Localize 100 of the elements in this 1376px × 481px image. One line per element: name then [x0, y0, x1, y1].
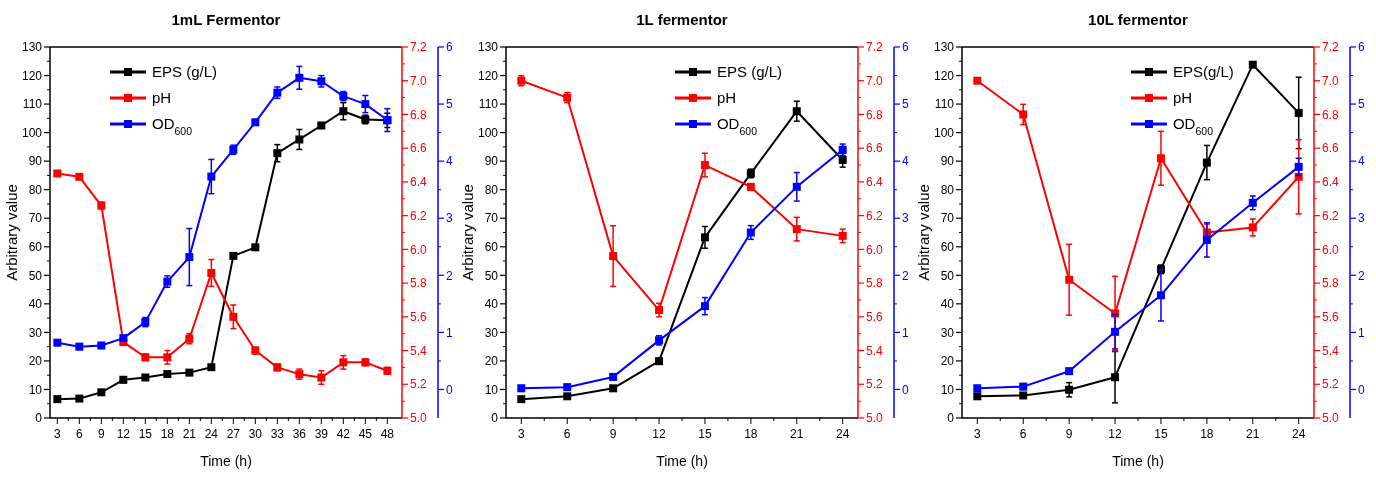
y3-tick-label: 4 [1358, 154, 1365, 169]
y2-tick-label: 5.6 [410, 310, 428, 325]
y2-tick-label: 5.8 [1322, 276, 1340, 291]
point [1202, 158, 1211, 167]
y2-tick-label: 5.0 [410, 411, 428, 426]
x-tick-label: 48 [380, 427, 395, 441]
y3-tick-label: 5 [1358, 97, 1365, 112]
point [1294, 162, 1303, 171]
point [563, 383, 572, 392]
point [746, 228, 755, 237]
y2-tick-label: 6.6 [410, 141, 428, 156]
point [185, 253, 194, 262]
y2-tick-label: 6.8 [410, 107, 428, 122]
y3-tick-label: 1 [446, 325, 453, 340]
y3-tick-label: 3 [446, 211, 453, 226]
y2-tick-label: 6.6 [1322, 141, 1340, 156]
point [792, 225, 801, 234]
y-tick-label: 130 [933, 40, 955, 55]
y3-tick-label: 4 [446, 154, 453, 169]
x-tick-label: 33 [270, 427, 285, 441]
legend-label: pH [152, 89, 172, 107]
point [1248, 60, 1257, 69]
x-tick-label: 24 [204, 427, 219, 441]
y2-tick-label: 5.4 [1322, 343, 1340, 358]
y-tick-label: 0 [947, 411, 955, 426]
point [229, 312, 238, 321]
y-tick-label: 120 [477, 68, 499, 83]
point [1202, 235, 1211, 244]
chart-title: 1mL Fermentor [171, 11, 281, 28]
y2-tick-label: 6.0 [410, 242, 428, 257]
y-tick-label: 90 [940, 154, 955, 169]
legend-label: OD$_{600}$ [716, 115, 758, 138]
point [1019, 391, 1028, 400]
y2-tick-label: 5.0 [1322, 411, 1340, 426]
y3-tick-label: 3 [1358, 211, 1365, 226]
point [1294, 108, 1303, 117]
x-tick-label: 3 [517, 427, 525, 441]
y-tick-label: 30 [484, 325, 499, 340]
y2-tick-label: 5.4 [866, 343, 884, 358]
y-tick-label: 130 [477, 40, 499, 55]
y-tick-label: 60 [484, 239, 499, 254]
legend-label: pH [716, 89, 737, 107]
point [339, 107, 348, 116]
y2-tick-label: 6.4 [866, 175, 884, 190]
y-tick-label: 90 [484, 154, 499, 169]
legend-label: OD$_{600}$ [152, 115, 193, 138]
y2-tick-label: 5.2 [410, 377, 428, 392]
y-tick-label: 30 [28, 325, 43, 340]
y-tick-label: 80 [28, 182, 43, 197]
y2-tick-label: 7.2 [1322, 40, 1340, 55]
y-tick-label: 100 [21, 125, 43, 140]
y-tick-label: 60 [940, 239, 955, 254]
x-tick-label: 42 [336, 427, 351, 441]
y2-tick-label: 7.2 [866, 40, 884, 55]
y-tick-label: 10 [940, 382, 955, 397]
y-tick-label: 100 [477, 125, 499, 140]
y-axis-title: Arbitrary value [915, 184, 932, 281]
x-tick-label: 27 [226, 427, 241, 441]
y2-tick-label: 5.6 [866, 310, 884, 325]
point [339, 358, 348, 367]
y-tick-label: 100 [933, 125, 955, 140]
chart-title: 10L fermentor [1088, 11, 1189, 28]
y-tick-label: 20 [940, 354, 955, 369]
y2-tick-label: 7.0 [410, 73, 428, 88]
y-tick-label: 10 [28, 382, 43, 397]
point [1156, 291, 1165, 300]
y-tick-label: 40 [940, 297, 955, 312]
x-tick-label: 18 [1200, 427, 1214, 441]
y3-tick-label: 6 [446, 40, 453, 55]
point [1065, 275, 1074, 284]
y2-tick-label: 6.0 [866, 242, 884, 257]
y-tick-label: 50 [28, 268, 43, 283]
legend-label: OD$_{600}$ [1172, 115, 1214, 138]
y-axis-title: Arbitrary value [3, 184, 20, 281]
point [655, 306, 664, 315]
y3-tick-label: 2 [446, 268, 453, 283]
y2-tick-label: 6.2 [866, 208, 884, 223]
x-tick-label: 3 [973, 427, 981, 441]
x-tick-label: 15 [698, 427, 712, 441]
x-tick-label: 6 [563, 427, 571, 441]
y-tick-label: 80 [484, 182, 499, 197]
point [700, 302, 709, 311]
y2-tick-label: 6.6 [866, 141, 884, 156]
point [655, 357, 664, 366]
y3-tick-label: 2 [1358, 268, 1365, 283]
x-tick-label: 9 [609, 427, 617, 441]
point [295, 73, 304, 82]
y3-tick-label: 5 [446, 97, 453, 112]
y2-tick-label: 7.2 [410, 40, 428, 55]
y-tick-label: 50 [484, 268, 499, 283]
y3-tick-label: 5 [902, 97, 909, 112]
point [609, 384, 618, 393]
y2-tick-label: 5.6 [1322, 310, 1340, 325]
point [1111, 327, 1120, 336]
point [609, 372, 618, 381]
x-tick-label: 24 [836, 427, 850, 441]
y-tick-label: 70 [484, 211, 499, 226]
point [1065, 385, 1074, 394]
x-tick-label: 15 [1154, 427, 1168, 441]
x-tick-label: 12 [652, 427, 667, 441]
